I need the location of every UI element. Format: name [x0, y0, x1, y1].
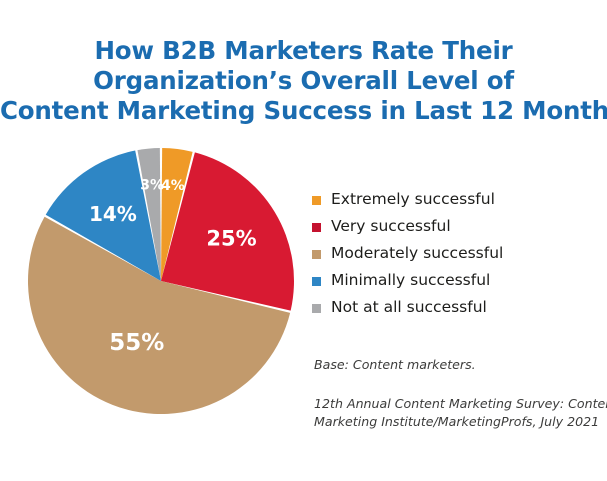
legend-label-not-at-all-successful: Not at all successful: [331, 297, 487, 316]
pie-slice[interactable]: [161, 148, 193, 281]
legend-label-minimally-successful: Minimally successful: [331, 270, 491, 289]
pie-slice[interactable]: [161, 152, 294, 311]
pie-slice[interactable]: [27, 216, 291, 415]
legend: Extremely successful Very successful Mod…: [312, 186, 592, 321]
pie-chart: 4% 25% 55% 14% 3%: [27, 147, 295, 415]
title-line-2: Organization’s Overall Level of: [93, 66, 514, 95]
pie-slice-value-label: 14%: [89, 202, 137, 226]
pie-slice[interactable]: [45, 150, 161, 281]
legend-item-moderately-successful[interactable]: Moderately successful: [312, 240, 592, 267]
title-line-1: How B2B Marketers Rate Their: [94, 36, 513, 65]
pie-slice-value-label: 4%: [161, 178, 185, 194]
footnote-source-line-2: Marketing Institute/MarketingProfs, July…: [314, 414, 600, 429]
pie-chart-svg: 4% 25% 55% 14%3%: [27, 148, 294, 415]
footnotes: Base: Content marketers. 12th Annual Con…: [314, 356, 607, 431]
legend-item-not-at-all-successful[interactable]: Not at all successful: [312, 294, 592, 321]
footnote-source-line-1: 12th Annual Content Marketing Survey: Co…: [314, 396, 607, 411]
legend-item-minimally-successful[interactable]: Minimally successful: [312, 267, 592, 294]
pie-slice-value-label: 55%: [109, 330, 164, 356]
pie-slice[interactable]: [137, 148, 161, 281]
pie-label-group: 4% 25% 55% 14%3%: [89, 178, 257, 356]
footnote-base: Base: Content marketers.: [314, 357, 476, 372]
legend-swatch-not-at-all-successful: [312, 303, 321, 313]
title-line-3: Content Marketing Success in Last 12 Mon…: [0, 96, 607, 125]
legend-swatch-extremely-successful: [312, 195, 321, 205]
legend-swatch-moderately-successful: [312, 249, 321, 259]
legend-swatch-minimally-successful: [312, 276, 321, 286]
footnote-source: 12th Annual Content Marketing Survey: Co…: [314, 395, 607, 431]
legend-label-very-successful: Very successful: [331, 216, 451, 235]
legend-item-very-successful[interactable]: Very successful: [312, 213, 592, 240]
pie-slice-value-label: 25%: [206, 226, 256, 250]
legend-label-moderately-successful: Moderately successful: [331, 243, 504, 262]
pie-slice-group: [27, 148, 294, 415]
legend-label-extremely-successful: Extremely successful: [331, 189, 495, 208]
legend-swatch-very-successful: [312, 222, 321, 232]
pie-slice-value-label: 3%: [140, 178, 164, 194]
legend-item-extremely-successful[interactable]: Extremely successful: [312, 186, 592, 213]
page-title: How B2B Marketers Rate Their Organizatio…: [0, 36, 607, 126]
